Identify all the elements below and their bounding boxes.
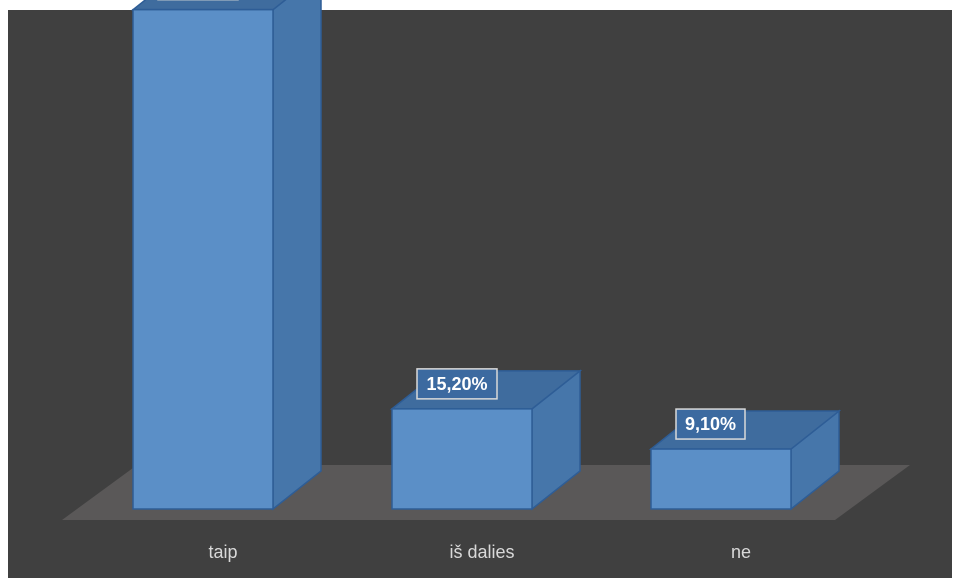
- data-label: 15,20%: [426, 374, 487, 394]
- bar-front: [132, 8, 274, 510]
- category-label: ne: [731, 542, 751, 562]
- bar-front: [391, 408, 533, 510]
- category-label: iš dalies: [449, 542, 514, 562]
- data-label-box: [416, 368, 498, 400]
- bar-taip: [130, 0, 322, 511]
- bars-group: [130, 0, 842, 511]
- data-label: 9,10%: [685, 414, 736, 434]
- category-label: taip: [208, 542, 237, 562]
- bar-side: [272, 0, 322, 511]
- data-label-box: [675, 408, 746, 440]
- bar-front: [650, 448, 792, 510]
